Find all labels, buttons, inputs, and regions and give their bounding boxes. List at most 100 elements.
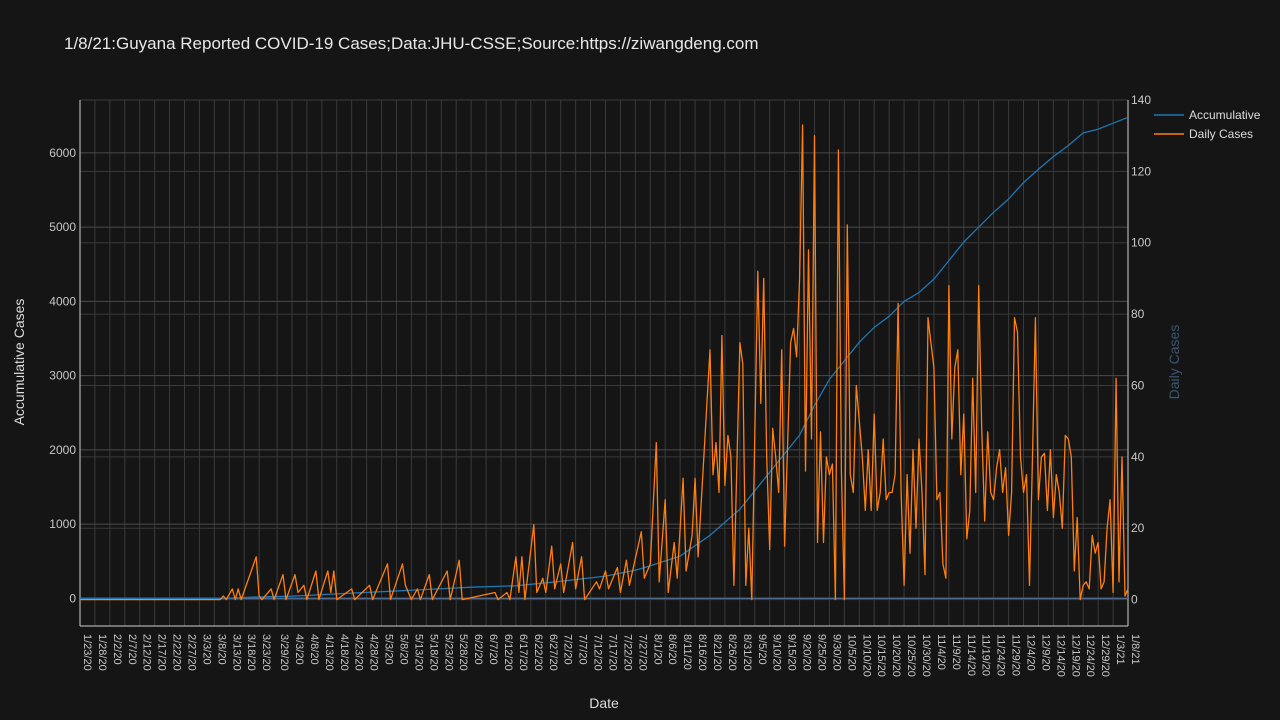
series-layer	[80, 116, 1129, 601]
x-tick-label: 1/3/21	[1114, 634, 1126, 665]
x-tick-label: 12/4/20	[1024, 634, 1036, 671]
x-tick-label: 12/24/20	[1084, 634, 1096, 677]
x-tick-label: 11/9/20	[950, 634, 962, 670]
legend: Accumulative Daily Cases	[1154, 108, 1261, 141]
x-tick-label: 2/2/20	[111, 634, 123, 665]
y-tick-label: 6000	[49, 146, 76, 160]
x-tick-label: 3/29/20	[278, 634, 290, 671]
chart-title: 1/8/21:Guyana Reported COVID-19 Cases;Da…	[64, 34, 759, 53]
x-tick-label: 4/23/20	[353, 634, 365, 671]
series-line-accumulative	[80, 116, 1129, 600]
x-tick-label: 4/13/20	[323, 634, 335, 671]
x-tick-label: 7/12/20	[592, 634, 604, 671]
y2-axis-label: Daily Cases	[1166, 325, 1182, 400]
y2-tick-label: 40	[1131, 450, 1145, 464]
y2-tick-label: 120	[1131, 164, 1151, 178]
x-tick-label: 12/19/20	[1069, 634, 1081, 677]
x-tick-label: 9/10/20	[771, 634, 783, 671]
x-tick-label: 7/27/20	[636, 634, 648, 671]
x-tick-label: 9/15/20	[786, 634, 798, 671]
x-tick-label: 5/23/20	[442, 634, 454, 671]
x-tick-label: 5/8/20	[397, 634, 409, 665]
y-tick-label: 2000	[49, 443, 76, 457]
x-tick-label: 12/14/20	[1054, 634, 1066, 677]
x-tick-label: 3/18/20	[245, 634, 257, 671]
x-tick-label: 6/17/20	[517, 634, 529, 671]
x-tick-label: 9/20/20	[801, 634, 813, 671]
x-tick-label: 11/24/20	[995, 634, 1007, 676]
x-tick-label: 6/12/20	[502, 634, 514, 671]
axes-layer: 1/23/20 1/28/20 2/2/20 2/7/20 2/12/20 2/17/20…	[49, 93, 1151, 677]
x-tick-label: 6/27/20	[547, 634, 559, 671]
x-tick-label: 8/21/20	[711, 634, 723, 671]
x-tick-label: 10/30/20	[920, 634, 932, 677]
y-tick-label: 1000	[49, 517, 76, 531]
x-tick-label: 7/22/20	[621, 634, 633, 671]
x-tick-label: 3/13/20	[230, 634, 242, 671]
x-tick-label: 5/28/20	[457, 634, 469, 671]
x-axis-label: Date	[589, 695, 619, 711]
legend-label: Accumulative	[1189, 108, 1261, 122]
y-tick-label: 5000	[49, 220, 76, 234]
x-tick-label: 4/8/20	[308, 634, 320, 665]
x-tick-label: 6/2/20	[472, 634, 484, 665]
y-axis-label: Accumulative Cases	[11, 299, 27, 426]
x-tick-label: 12/29/20	[1099, 634, 1111, 677]
x-tick-label: 2/22/20	[171, 634, 183, 671]
y2-tick-label: 0	[1131, 593, 1138, 607]
x-tick-label: 10/15/20	[875, 634, 887, 677]
x-tick-label: 10/10/20	[860, 634, 872, 677]
x-tick-label: 1/8/21	[1129, 634, 1141, 665]
x-tick-label: 10/25/20	[905, 634, 917, 677]
x-tick-label: 8/31/20	[741, 634, 753, 671]
plot-frame	[79, 100, 1129, 627]
x-tick-label: 6/22/20	[532, 634, 544, 671]
x-tick-label: 11/4/20	[935, 634, 947, 670]
y-tick-label: 0	[69, 591, 76, 605]
x-tick-label: 3/23/20	[260, 634, 272, 671]
x-tick-label: 3/3/20	[200, 634, 212, 665]
x-tick-label: 9/5/20	[756, 634, 768, 665]
y2-tick-label: 100	[1131, 236, 1151, 250]
x-tick-label: 2/7/20	[126, 634, 138, 665]
y2-tick-label: 80	[1131, 307, 1145, 321]
x-tick-label: 7/7/20	[577, 634, 589, 665]
x-tick-label: 5/18/20	[427, 634, 439, 671]
x-tick-label: 8/16/20	[696, 634, 708, 671]
x-tick-label: 8/6/20	[666, 634, 678, 665]
x-tick-label: 8/1/20	[651, 634, 663, 665]
x-tick-label: 5/13/20	[412, 634, 424, 671]
x-tick-label: 11/19/20	[980, 634, 992, 676]
y-tick-label: 3000	[49, 369, 76, 383]
x-tick-label: 9/25/20	[815, 634, 827, 671]
x-tick-label: 12/9/20	[1039, 634, 1051, 671]
x-tick-label: 11/29/20	[1010, 634, 1022, 676]
y2-tick-label: 140	[1131, 93, 1151, 107]
x-tick-label: 2/17/20	[156, 634, 168, 671]
x-tick-label: 11/14/20	[965, 634, 977, 676]
x-tick-label: 2/12/20	[141, 634, 153, 671]
series-line-daily-cases	[80, 124, 1129, 601]
x-tick-label: 7/2/20	[562, 634, 574, 665]
x-tick-label: 1/28/20	[96, 634, 108, 671]
grid	[79, 99, 1129, 626]
x-tick-label: 3/8/20	[215, 634, 227, 665]
y-tick-label: 4000	[49, 294, 76, 308]
x-tick-label: 4/3/20	[293, 634, 305, 665]
x-tick-label: 8/26/20	[726, 634, 738, 671]
x-tick-label: 9/30/20	[830, 634, 842, 671]
x-tick-label: 8/11/20	[681, 634, 693, 670]
legend-label: Daily Cases	[1189, 127, 1253, 141]
x-tick-label: 10/5/20	[845, 634, 857, 671]
x-tick-label: 2/27/20	[186, 634, 198, 671]
x-tick-label: 5/3/20	[383, 634, 395, 665]
y2-tick-label: 60	[1131, 378, 1145, 392]
x-tick-label: 4/28/20	[368, 634, 380, 671]
x-tick-label: 7/17/20	[606, 634, 618, 671]
x-tick-label: 1/23/20	[81, 634, 93, 671]
x-tick-label: 10/20/20	[890, 634, 902, 677]
x-tick-label: 4/18/20	[338, 634, 350, 671]
x-tick-label: 6/7/20	[487, 634, 499, 665]
y2-tick-label: 20	[1131, 521, 1145, 535]
